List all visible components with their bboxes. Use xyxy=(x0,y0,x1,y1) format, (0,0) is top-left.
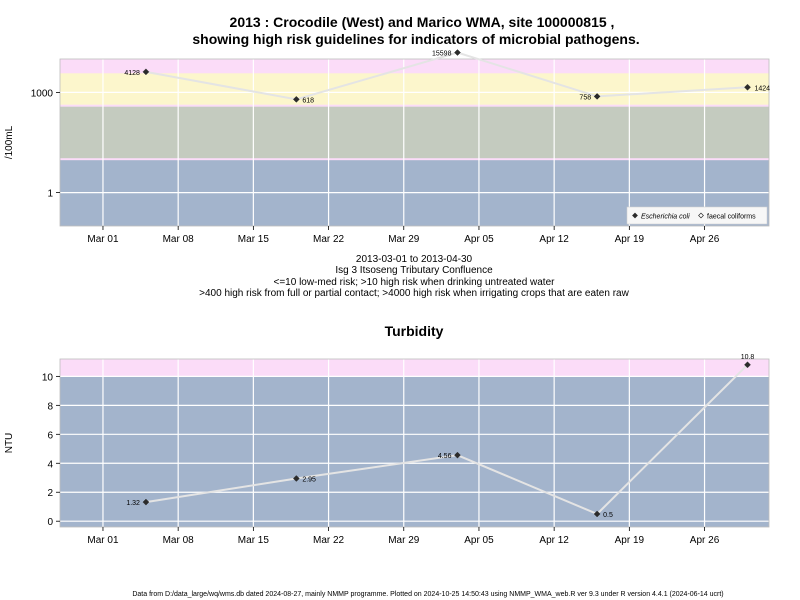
y-tick-label: 10 xyxy=(42,372,54,383)
data-label: 10.8 xyxy=(741,354,755,361)
data-label: 4.56 xyxy=(438,453,452,460)
band-boundary xyxy=(60,158,769,161)
site-name-text: Isg 3 Itsoseng Tributary Confluence xyxy=(335,265,493,276)
data-point-marker xyxy=(142,498,150,506)
x-tick-label: Mar 22 xyxy=(313,234,345,245)
risk-band xyxy=(60,105,769,160)
y-axis-label: /100mL xyxy=(4,125,15,159)
legend: Escherichia coli faecal coliforms xyxy=(626,206,768,225)
x-tick-label: Mar 29 xyxy=(388,234,420,245)
figure-title-line-2: showing high risk guidelines for indicat… xyxy=(192,31,639,47)
y-tick-label: 2 xyxy=(47,488,53,499)
x-tick-label: Apr 12 xyxy=(539,234,569,245)
data-label: 15598 xyxy=(432,51,452,58)
data-label: 1.32 xyxy=(126,500,140,507)
data-label: 2.95 xyxy=(302,476,316,483)
x-tick-label: Mar 08 xyxy=(163,234,195,245)
turbidity-chart-title: Turbidity xyxy=(385,323,444,339)
x-tick-label: Mar 22 xyxy=(313,535,345,546)
x-tick-label: Apr 05 xyxy=(464,234,494,245)
ecoli-chart: 1 1000 Mar 01 Mar 08 Mar 15 Mar 22 Mar 29 Apr 0… xyxy=(4,49,771,245)
data-point-marker xyxy=(292,96,300,103)
x-tick-label: Apr 12 xyxy=(539,535,569,546)
x-tick-label: Mar 15 xyxy=(238,535,270,546)
data-label: 0.5 xyxy=(603,512,613,519)
data-label: 4128 xyxy=(124,70,140,77)
contact-guideline-text: >400 high risk from full or partial cont… xyxy=(199,288,629,299)
legend-entry-label: faecal coliforms xyxy=(707,214,756,221)
risk-band xyxy=(60,359,769,377)
plot-frame xyxy=(59,58,770,227)
x-tick-label: Mar 29 xyxy=(388,535,420,546)
y-tick-label: 8 xyxy=(47,401,53,412)
y-tick-label: 1000 xyxy=(31,88,54,99)
y-tick-label: 0 xyxy=(47,517,53,528)
data-point-marker xyxy=(454,49,461,56)
band-boundary xyxy=(60,104,769,107)
data-point-marker xyxy=(454,451,461,459)
data-point-marker xyxy=(292,475,300,482)
x-tick-label: Apr 26 xyxy=(690,234,720,245)
data-point-marker xyxy=(593,510,601,518)
x-tick-label: Mar 08 xyxy=(163,535,195,546)
x-tick-label: Apr 19 xyxy=(615,234,645,245)
x-tick-label: Mar 01 xyxy=(87,535,119,546)
data-point-marker xyxy=(744,361,751,369)
legend-open-diamond-icon xyxy=(698,212,704,219)
legend-filled-diamond-icon xyxy=(632,212,638,219)
y-tick-label: 6 xyxy=(47,430,53,441)
x-tick-label: Mar 01 xyxy=(87,234,119,245)
data-point-marker xyxy=(142,68,150,76)
data-point-marker xyxy=(744,83,751,91)
footer-source-note: Data from D:/data_large/wq/wms.db dated … xyxy=(132,591,723,598)
figure-title-line-1: 2013 : Crocodile (West) and Marico WMA, … xyxy=(230,14,615,30)
y-axis-label: NTU xyxy=(4,433,15,454)
date-range-text: 2013-03-01 to 2013-04-30 xyxy=(356,254,473,265)
legend-entry-label: Escherichia coli xyxy=(641,214,690,221)
risk-band xyxy=(60,72,769,106)
data-label: 1424 xyxy=(755,85,771,92)
data-label: 758 xyxy=(579,94,591,101)
drinking-guideline-text: <=10 low-med risk; >10 high risk when dr… xyxy=(274,277,556,288)
data-point-marker xyxy=(593,93,601,100)
plot-frame xyxy=(59,358,770,528)
x-tick-label: Apr 05 xyxy=(464,535,494,546)
turbidity-chart: 0 2 4 6 8 10 Mar 01 Mar 08 Mar 15 Mar 22 Mar 29 Apr… xyxy=(4,354,770,546)
legend-box xyxy=(626,206,768,225)
risk-band xyxy=(60,376,769,527)
y-tick-label: 1 xyxy=(47,189,53,200)
band-boundary xyxy=(60,71,769,74)
x-tick-label: Apr 19 xyxy=(615,535,645,546)
x-tick-label: Mar 15 xyxy=(238,234,270,245)
data-label: 618 xyxy=(302,97,314,104)
x-tick-label: Apr 26 xyxy=(690,535,720,546)
y-tick-label: 4 xyxy=(47,459,53,470)
